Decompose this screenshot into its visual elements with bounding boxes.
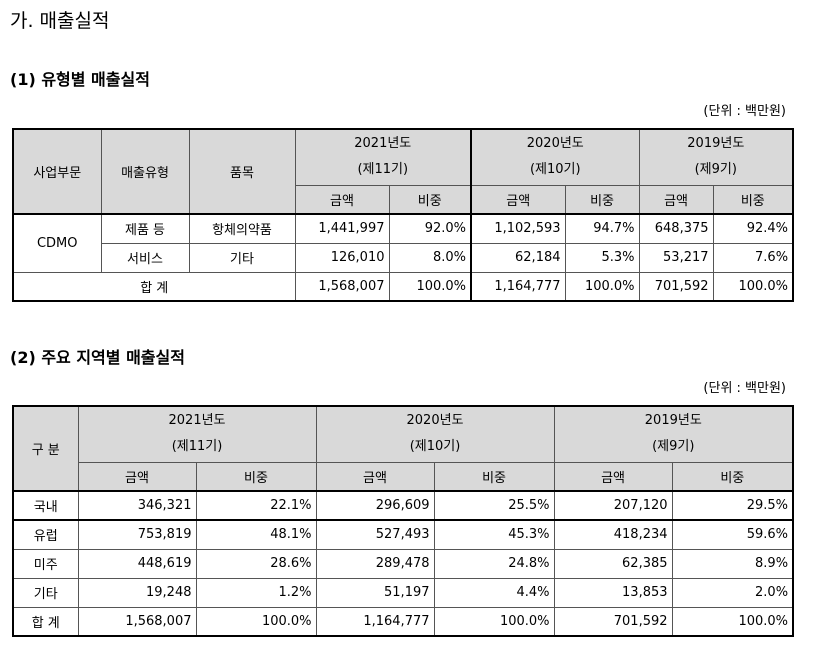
value-cell: 24.8% [433, 548, 555, 579]
value-cell: 25.5% [433, 490, 555, 521]
table-row: 국내 346,321 22.1% 296,609 25.5% 207,120 2… [12, 490, 794, 521]
header-amount: 금액 [638, 184, 714, 215]
header-year-2019: 2019년도 (제9기) [553, 405, 794, 463]
header-year-2020: 2020년도 (제10기) [315, 405, 555, 463]
sales-by-region-table: 구 분 2021년도 (제11기) 2020년도 (제10기) 2019년도 (제9기… [12, 405, 795, 637]
value-cell: 8.0% [388, 242, 472, 273]
header-amount: 금액 [470, 184, 566, 215]
value-cell: 418,234 [553, 519, 673, 550]
value-cell: 100.0% [712, 271, 794, 302]
value-cell: 1,568,007 [77, 606, 197, 637]
value-cell: 289,478 [315, 548, 435, 579]
value-cell: 28.6% [195, 548, 317, 579]
header-amount: 금액 [553, 461, 673, 492]
value-cell: 100.0% [564, 271, 640, 302]
value-cell: 45.3% [433, 519, 555, 550]
value-cell: 4.4% [433, 577, 555, 608]
header-year-2021: 2021년도 (제11기) [294, 128, 472, 186]
value-cell: 92.0% [388, 213, 472, 244]
sales-type-cell: 서비스 [100, 242, 190, 273]
total-label: 합 계 [12, 606, 79, 637]
division-cell: CDMO [12, 213, 102, 273]
value-cell: 48.1% [195, 519, 317, 550]
value-cell: 13,853 [553, 577, 673, 608]
sales-by-type-table: 사업부문 매출유형 품목 2021년도 (제11기) 2020년도 (제10기) 2… [12, 128, 795, 302]
header-ratio: 비중 [564, 184, 640, 215]
value-cell: 1,102,593 [470, 213, 566, 244]
table-row: 기타 19,248 1.2% 51,197 4.4% 13,853 2.0% [12, 577, 794, 608]
value-cell: 62,385 [553, 548, 673, 579]
value-cell: 100.0% [671, 606, 794, 637]
value-cell: 1,568,007 [294, 271, 390, 302]
value-cell: 448,619 [77, 548, 197, 579]
header-ratio: 비중 [712, 184, 794, 215]
value-cell: 53,217 [638, 242, 714, 273]
header-item: 품목 [188, 128, 296, 215]
value-cell: 29.5% [671, 490, 794, 521]
value-cell: 2.0% [671, 577, 794, 608]
header-ratio: 비중 [195, 461, 317, 492]
region-cell: 미주 [12, 548, 79, 579]
region-cell: 유럽 [12, 519, 79, 550]
value-cell: 1,441,997 [294, 213, 390, 244]
value-cell: 92.4% [712, 213, 794, 244]
header-amount: 금액 [294, 184, 390, 215]
value-cell: 51,197 [315, 577, 435, 608]
value-cell: 5.3% [564, 242, 640, 273]
value-cell: 346,321 [77, 490, 197, 521]
header-year-2021: 2021년도 (제11기) [77, 405, 317, 463]
value-cell: 100.0% [388, 271, 472, 302]
value-cell: 1.2% [195, 577, 317, 608]
value-cell: 7.6% [712, 242, 794, 273]
value-cell: 701,592 [638, 271, 714, 302]
value-cell: 94.7% [564, 213, 640, 244]
section2-title: (2) 주요 지역별 매출실적 [10, 348, 185, 367]
header-year-2019: 2019년도 (제9기) [638, 128, 794, 186]
table-row: 미주 448,619 28.6% 289,478 24.8% 62,385 8.… [12, 548, 794, 579]
value-cell: 100.0% [433, 606, 555, 637]
value-cell: 1,164,777 [470, 271, 566, 302]
sales-type-cell: 제품 등 [100, 213, 190, 244]
value-cell: 648,375 [638, 213, 714, 244]
value-cell: 59.6% [671, 519, 794, 550]
table-row: 유럽 753,819 48.1% 527,493 45.3% 418,234 5… [12, 519, 794, 550]
header-division: 사업부문 [12, 128, 102, 215]
value-cell: 22.1% [195, 490, 317, 521]
value-cell: 126,010 [294, 242, 390, 273]
value-cell: 753,819 [77, 519, 197, 550]
item-cell: 항체의약품 [188, 213, 296, 244]
value-cell: 19,248 [77, 577, 197, 608]
total-row: 합 계 1,568,007 100.0% 1,164,777 100.0% 70… [12, 606, 794, 637]
total-label: 합 계 [12, 271, 296, 302]
value-cell: 527,493 [315, 519, 435, 550]
header-ratio: 비중 [433, 461, 555, 492]
value-cell: 207,120 [553, 490, 673, 521]
value-cell: 8.9% [671, 548, 794, 579]
header-ratio: 비중 [388, 184, 472, 215]
header-amount: 금액 [77, 461, 197, 492]
item-cell: 기타 [188, 242, 296, 273]
header-amount: 금액 [315, 461, 435, 492]
region-cell: 기타 [12, 577, 79, 608]
value-cell: 296,609 [315, 490, 435, 521]
page-title: 가. 매출실적 [10, 10, 110, 32]
value-cell: 701,592 [553, 606, 673, 637]
table-row: 서비스 기타 126,010 8.0% 62,184 5.3% 53,217 7… [13, 242, 794, 273]
header-sales-type: 매출유형 [100, 128, 190, 215]
section2-unit: (단위 : 백만원) [703, 381, 786, 396]
section1-title: (1) 유형별 매출실적 [10, 70, 150, 89]
value-cell: 100.0% [195, 606, 317, 637]
region-cell: 국내 [12, 490, 79, 521]
header-year-2020: 2020년도 (제10기) [470, 128, 640, 186]
header-ratio: 비중 [671, 461, 794, 492]
value-cell: 1,164,777 [315, 606, 435, 637]
total-row: 합 계 1,568,007 100.0% 1,164,777 100.0% 70… [12, 271, 794, 302]
header-category: 구 분 [12, 405, 79, 492]
section1-unit: (단위 : 백만원) [703, 104, 786, 119]
value-cell: 62,184 [470, 242, 566, 273]
table-row: CDMO 제품 등 항체의약품 1,441,997 92.0% 1,102,59… [12, 213, 794, 273]
